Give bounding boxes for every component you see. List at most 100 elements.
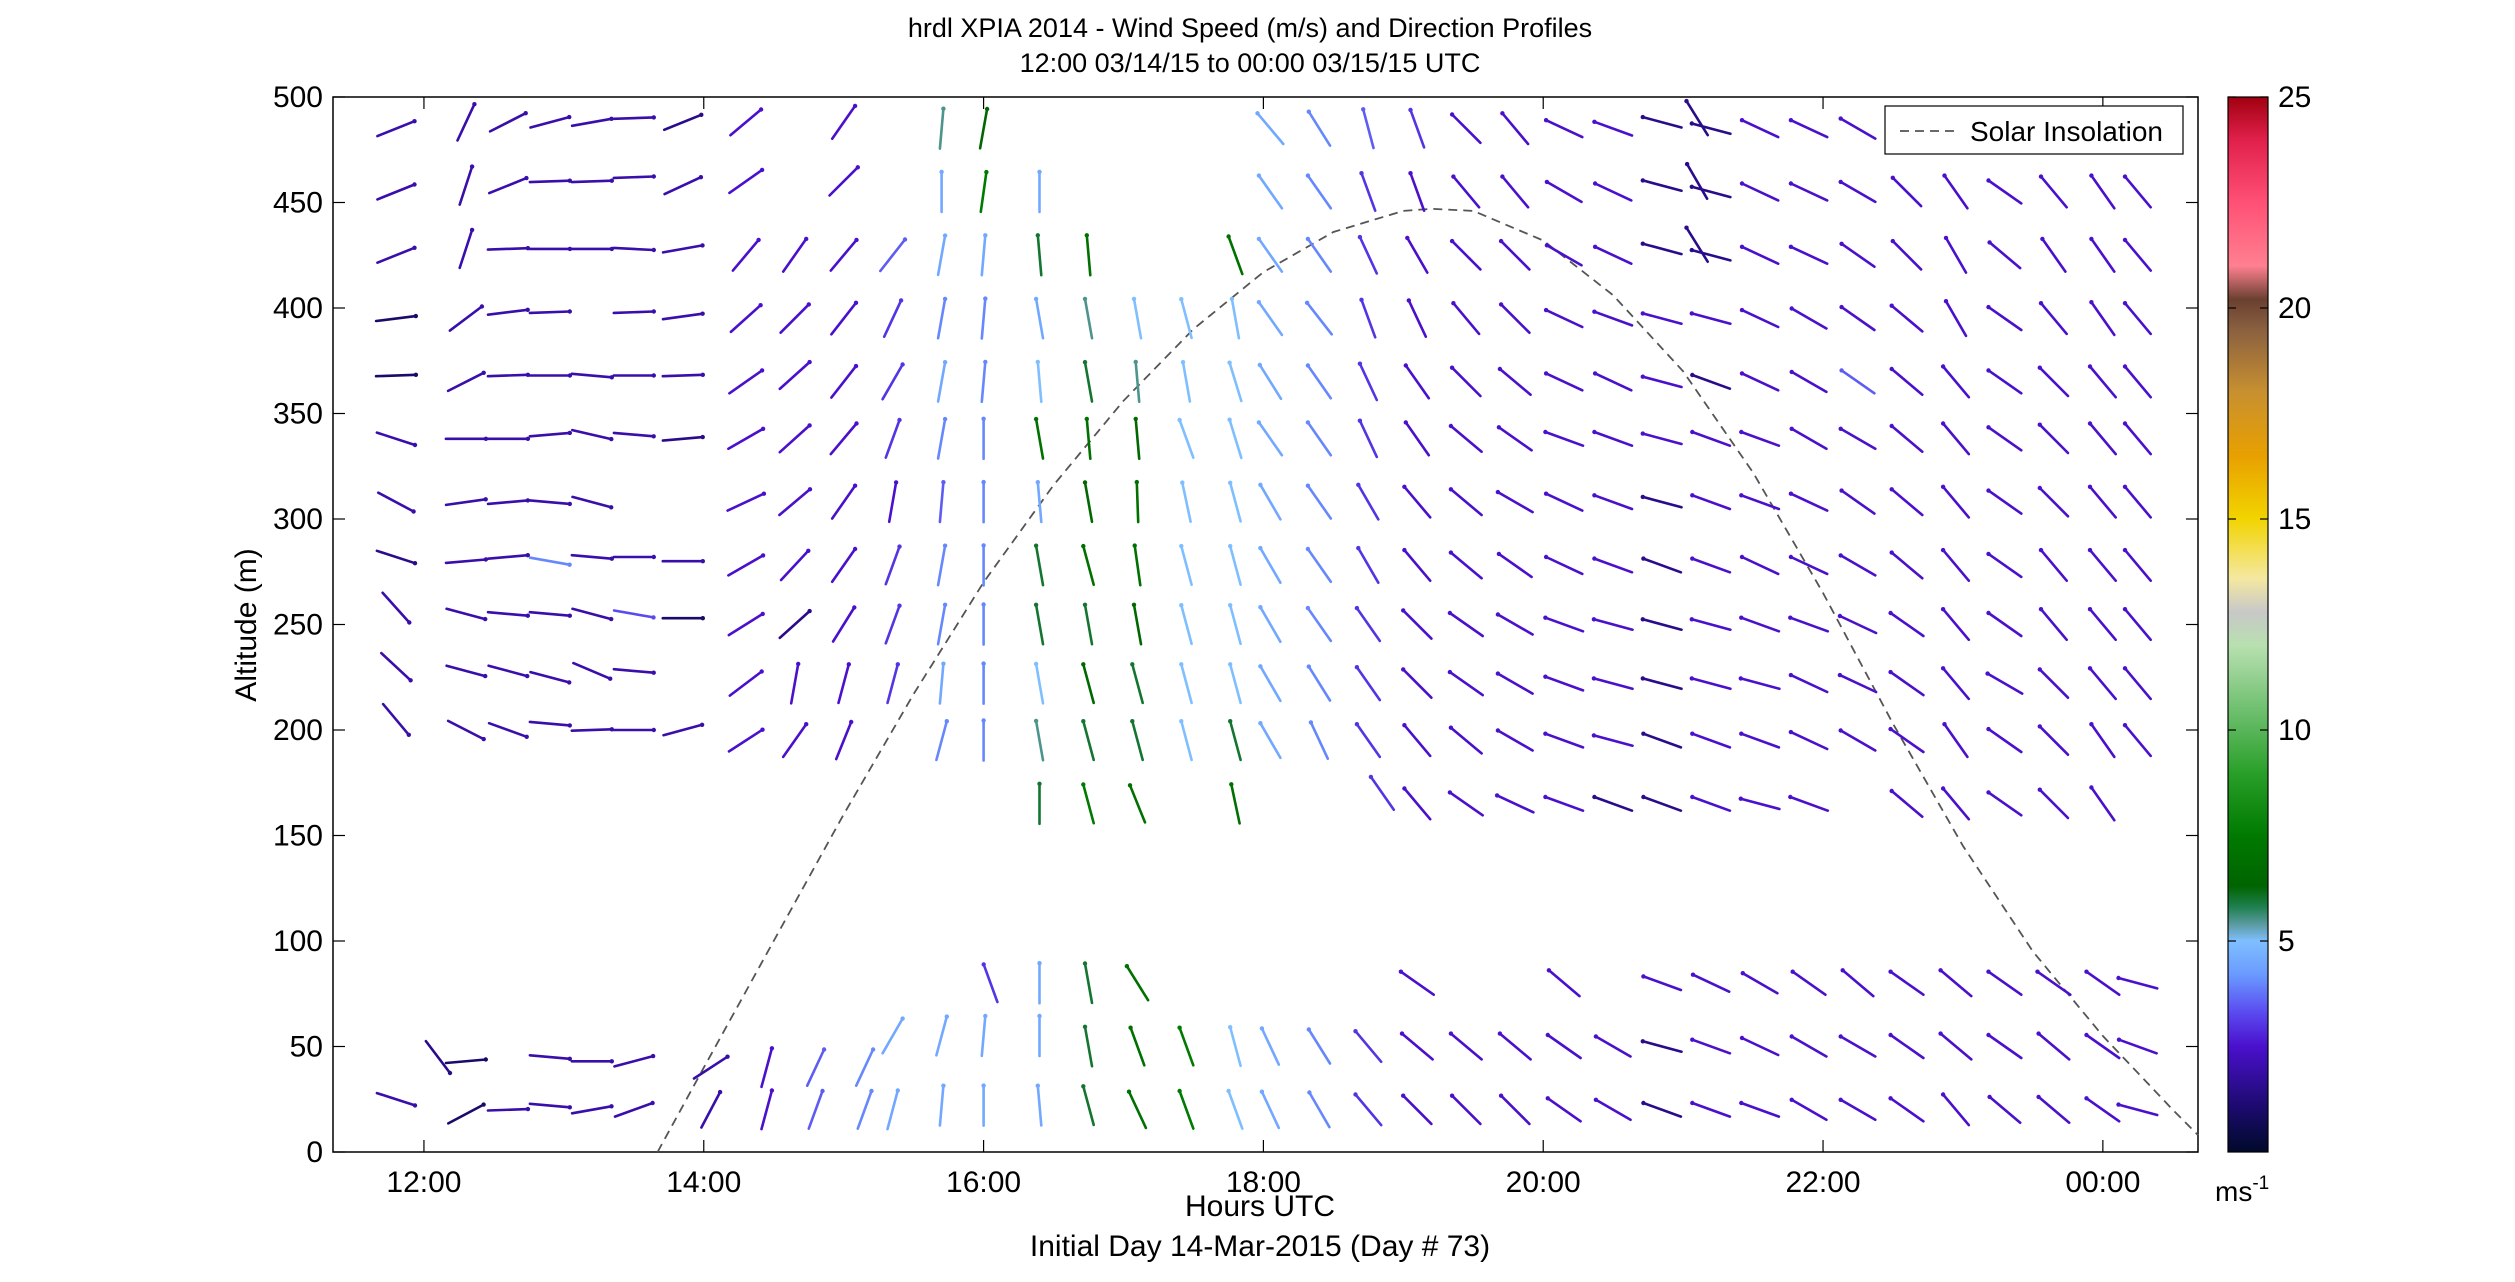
wind-vector-head bbox=[897, 544, 902, 549]
wind-vector bbox=[1083, 481, 1094, 524]
wind-vector-head bbox=[2038, 547, 2044, 553]
wind-vector-head bbox=[1356, 545, 1361, 551]
wind-vector bbox=[1546, 1033, 1582, 1060]
wind-vector-head bbox=[609, 1059, 614, 1064]
wind-vector-head bbox=[1543, 794, 1548, 800]
wind-vector-head bbox=[699, 722, 705, 727]
wind-vector-head bbox=[759, 368, 765, 373]
wind-vector bbox=[854, 1048, 875, 1087]
wind-vector bbox=[1496, 490, 1534, 514]
wind-vector-head bbox=[1177, 1025, 1182, 1030]
wind-vector-head bbox=[1228, 1025, 1233, 1030]
wind-vector-head bbox=[567, 680, 572, 685]
wind-vector-head bbox=[2089, 236, 2094, 242]
wind-vector bbox=[2088, 422, 2117, 456]
wind-vector-head bbox=[1940, 547, 1946, 553]
wind-vector bbox=[570, 727, 614, 733]
wind-vector-head bbox=[2087, 547, 2093, 553]
wind-vector bbox=[612, 116, 656, 121]
wind-vector bbox=[528, 1054, 572, 1061]
wind-vector-head bbox=[944, 719, 949, 724]
wind-vector-head bbox=[1545, 1032, 1551, 1038]
wind-vector-head bbox=[942, 360, 948, 365]
wind-vector-head bbox=[1448, 1031, 1454, 1036]
wind-vector-head bbox=[1942, 173, 1947, 178]
wind-vector bbox=[830, 484, 857, 520]
wind-vector bbox=[612, 246, 656, 252]
wind-vector bbox=[729, 108, 763, 137]
wind-vector bbox=[1839, 729, 1877, 752]
wind-vector bbox=[2038, 725, 2070, 757]
wind-vector-head bbox=[1788, 181, 1794, 186]
wind-vector bbox=[374, 314, 418, 323]
x-tick-label: 00:00 bbox=[2065, 1166, 2140, 1199]
wind-vector-head bbox=[983, 233, 988, 238]
wind-vector-head bbox=[1357, 361, 1363, 366]
wind-vector-head bbox=[523, 111, 528, 116]
wind-vector bbox=[1939, 968, 1973, 998]
wind-vector-head bbox=[944, 1014, 949, 1019]
wind-vector-head bbox=[1496, 425, 1502, 430]
wind-vector-head bbox=[2035, 969, 2040, 974]
wind-vector-head bbox=[525, 1106, 531, 1112]
wind-vector-head bbox=[1888, 726, 1893, 732]
wind-vector bbox=[1789, 795, 1830, 813]
wind-vector bbox=[1501, 175, 1530, 209]
wind-vector-head bbox=[893, 480, 899, 485]
wind-vector-head bbox=[1403, 420, 1409, 425]
wind-vector-head bbox=[2116, 1037, 2122, 1042]
wind-vector-head bbox=[1448, 550, 1454, 555]
wind-vector bbox=[1498, 367, 1532, 397]
wind-vector bbox=[612, 431, 656, 438]
wind-vector bbox=[663, 175, 703, 196]
wind-vector-head bbox=[1543, 674, 1548, 679]
wind-vector bbox=[1840, 369, 1876, 395]
wind-vector bbox=[1740, 308, 1780, 329]
wind-vector bbox=[1544, 430, 1585, 448]
wind-vector-head bbox=[1305, 483, 1311, 488]
wind-vector bbox=[1890, 424, 1924, 454]
wind-vector-head bbox=[1788, 615, 1793, 620]
wind-vector bbox=[1839, 1098, 1877, 1122]
wind-vector bbox=[979, 170, 988, 214]
wind-vector bbox=[778, 424, 811, 454]
wind-vector bbox=[375, 431, 417, 447]
wind-vector-head bbox=[942, 296, 948, 302]
wind-vector-head bbox=[481, 1102, 486, 1107]
wind-vector-head bbox=[2122, 484, 2128, 489]
wind-vector-head bbox=[2087, 607, 2093, 612]
wind-vector bbox=[728, 369, 764, 395]
wind-vector bbox=[1357, 546, 1380, 585]
wind-vector bbox=[1449, 1032, 1483, 1061]
wind-vector-head bbox=[1739, 118, 1745, 123]
wind-vector bbox=[1306, 421, 1333, 457]
wind-vector bbox=[2038, 486, 2070, 518]
wind-vector bbox=[980, 360, 987, 404]
wind-vector-head bbox=[1839, 368, 1844, 373]
wind-vector bbox=[570, 372, 614, 379]
wind-vector-head bbox=[472, 102, 477, 107]
wind-vector bbox=[2085, 1097, 2121, 1123]
wind-vector bbox=[1308, 1091, 1331, 1129]
wind-vector-head bbox=[483, 1057, 488, 1062]
wind-vector-head bbox=[1838, 116, 1843, 121]
wind-vector-head bbox=[1127, 783, 1133, 788]
wind-vector bbox=[1941, 365, 1971, 399]
wind-vector-head bbox=[1354, 722, 1360, 727]
wind-vector bbox=[936, 417, 947, 460]
wind-vector-head bbox=[567, 501, 572, 507]
wind-vector-head bbox=[1838, 1097, 1843, 1103]
wind-vector bbox=[1228, 719, 1242, 762]
wind-vector-head bbox=[760, 611, 765, 617]
wind-vector bbox=[1085, 417, 1092, 461]
wind-vector bbox=[2123, 607, 2152, 642]
wind-vector bbox=[444, 497, 488, 507]
wind-vector-head bbox=[1495, 612, 1501, 617]
wind-vector-head bbox=[651, 174, 656, 179]
wind-vector-head bbox=[1838, 426, 1843, 431]
wind-vector-head bbox=[758, 303, 763, 308]
y-tick-label: 0 bbox=[306, 1136, 323, 1169]
wind-vector-head bbox=[981, 479, 986, 485]
wind-vector-head bbox=[1640, 431, 1646, 436]
wind-vector bbox=[1357, 483, 1380, 521]
